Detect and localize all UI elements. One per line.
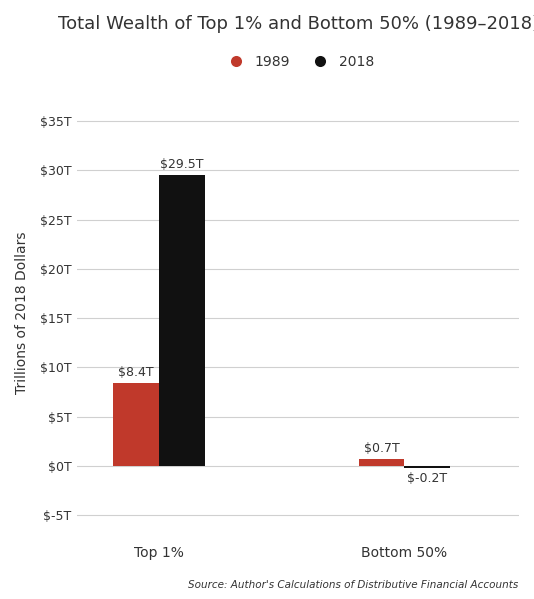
Legend: 1989, 2018: 1989, 2018 (217, 50, 379, 75)
Text: $29.5T: $29.5T (160, 158, 204, 171)
Bar (359, 459, 404, 466)
Bar (404, 466, 450, 468)
Text: $8.4T: $8.4T (119, 366, 154, 379)
Text: Source: Author's Calculations of Distributive Financial Accounts: Source: Author's Calculations of Distrib… (188, 580, 518, 590)
Title: Total Wealth of Top 1% and Bottom 50% (1989–2018): Total Wealth of Top 1% and Bottom 50% (1… (58, 15, 534, 33)
Bar (113, 383, 159, 466)
Y-axis label: Trillions of 2018 Dollars: Trillions of 2018 Dollars (15, 232, 29, 395)
Text: $0.7T: $0.7T (364, 442, 399, 455)
Text: $-0.2T: $-0.2T (407, 472, 447, 485)
Bar (159, 176, 205, 466)
